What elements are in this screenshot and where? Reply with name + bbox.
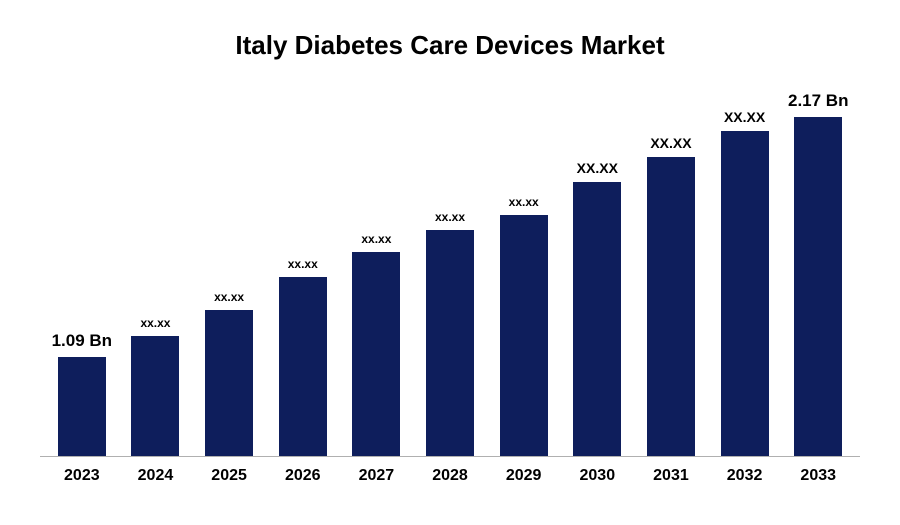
bar-value-label: XX.XX <box>724 109 765 125</box>
x-axis-label: 2025 <box>192 467 266 485</box>
bars-wrapper: 1.09 Bn xx.xx xx.xx xx.xx xx.xx xx.xx xx.xx XX.… <box>40 91 860 457</box>
x-axis-label: 2029 <box>487 467 561 485</box>
x-axis-label: 2032 <box>708 467 782 485</box>
bar-group: XX.XX <box>634 91 708 456</box>
bar-group: xx.xx <box>192 91 266 456</box>
bar-value-label: 1.09 Bn <box>52 331 112 351</box>
bar-value-label: xx.xx <box>361 232 391 246</box>
bar <box>279 277 327 456</box>
bar-group: 1.09 Bn <box>45 91 119 456</box>
bar <box>647 157 695 456</box>
chart-area: 1.09 Bn xx.xx xx.xx xx.xx xx.xx xx.xx xx.xx XX.… <box>40 91 860 485</box>
bar <box>500 215 548 456</box>
bar-group: xx.xx <box>487 91 561 456</box>
bar <box>426 230 474 456</box>
bar-value-label: xx.xx <box>140 316 170 330</box>
bar-group: xx.xx <box>340 91 414 456</box>
bar-group: 2.17 Bn <box>781 91 855 456</box>
bar <box>205 310 253 456</box>
bar-group: xx.xx <box>119 91 193 456</box>
bar-value-label: 2.17 Bn <box>788 91 848 111</box>
bar-group: XX.XX <box>708 91 782 456</box>
bar <box>721 131 769 456</box>
x-axis-label: 2027 <box>340 467 414 485</box>
x-axis: 2023202420252026202720282029203020312032… <box>40 457 860 485</box>
chart-title: Italy Diabetes Care Devices Market <box>40 30 860 61</box>
bar <box>352 252 400 456</box>
bar <box>131 336 179 456</box>
bar-value-label: xx.xx <box>509 195 539 209</box>
x-axis-label: 2033 <box>781 467 855 485</box>
bar-group: XX.XX <box>560 91 634 456</box>
bar <box>58 357 106 456</box>
x-axis-label: 2023 <box>45 467 119 485</box>
x-axis-label: 2030 <box>560 467 634 485</box>
x-axis-label: 2031 <box>634 467 708 485</box>
bar-value-label: xx.xx <box>288 257 318 271</box>
x-axis-label: 2028 <box>413 467 487 485</box>
x-axis-label: 2024 <box>119 467 193 485</box>
chart-container: Italy Diabetes Care Devices Market 1.09 … <box>0 0 900 525</box>
bar <box>573 182 621 456</box>
bar <box>794 117 842 456</box>
bar-value-label: XX.XX <box>650 135 691 151</box>
bar-group: xx.xx <box>413 91 487 456</box>
bar-group: xx.xx <box>266 91 340 456</box>
x-axis-label: 2026 <box>266 467 340 485</box>
bar-value-label: XX.XX <box>577 160 618 176</box>
bar-value-label: xx.xx <box>435 210 465 224</box>
bar-value-label: xx.xx <box>214 290 244 304</box>
